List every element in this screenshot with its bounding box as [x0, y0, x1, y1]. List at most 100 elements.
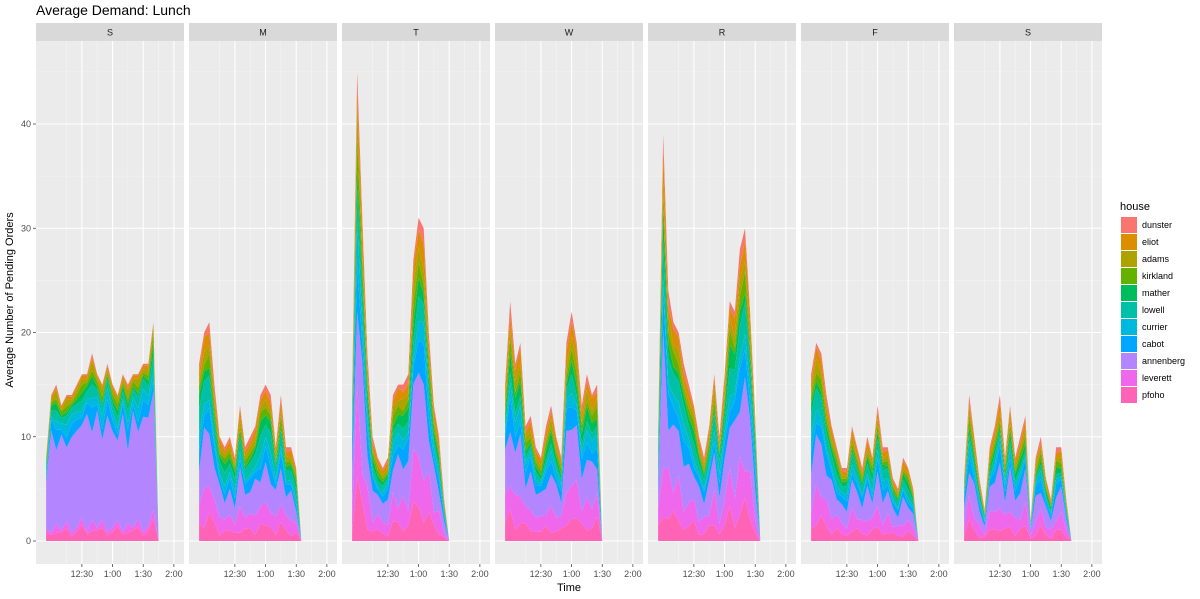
area-pfoho	[658, 498, 781, 541]
facet-strip-label: F	[872, 28, 878, 38]
area-lowell	[964, 430, 1087, 541]
x-tick-label: 2:00	[930, 569, 948, 579]
legend-label-kirkland: kirkland	[1142, 271, 1173, 281]
legend-title: house	[1120, 201, 1150, 213]
area-series-group	[658, 134, 781, 542]
x-tick-label: 1:00	[257, 569, 275, 579]
x-tick-label: 1:30	[134, 569, 152, 579]
legend-label-annenberg: annenberg	[1142, 356, 1185, 366]
facet-strip	[342, 23, 490, 41]
area-currier	[46, 371, 169, 541]
facet-strip-label: S	[107, 28, 113, 38]
area-mather	[505, 352, 628, 541]
area-currier	[964, 437, 1087, 541]
facet-panel-2: T	[342, 23, 490, 564]
legend-label-adams: adams	[1142, 254, 1170, 264]
facet-strip-label: S	[1025, 28, 1031, 38]
x-tick-label: 1:00	[563, 569, 581, 579]
x-tick-label: 2:00	[318, 569, 336, 579]
area-pfoho	[199, 512, 322, 541]
area-cabot	[505, 396, 628, 541]
x-tick-label: 12:30	[224, 569, 247, 579]
x-tick-label: 12:30	[530, 569, 553, 579]
area-eliot	[964, 401, 1087, 541]
area-pfoho	[505, 508, 628, 541]
area-leverett	[505, 480, 628, 541]
x-tick-label: 2:00	[165, 569, 183, 579]
x-tick-label: 1:00	[869, 569, 887, 579]
facet-strip-label: W	[565, 28, 574, 38]
area-annenberg	[658, 329, 781, 541]
area-eliot	[46, 323, 169, 541]
y-tick-label: 40	[21, 119, 31, 129]
area-kirkland	[964, 415, 1087, 541]
legend-swatch-dunster	[1121, 217, 1137, 233]
legend-swatch-adams	[1121, 251, 1137, 267]
area-kirkland	[505, 336, 628, 541]
area-kirkland	[46, 334, 169, 541]
area-series-group	[811, 342, 934, 541]
x-tick-label: 2:00	[471, 569, 489, 579]
x-tick-label: 1:30	[593, 569, 611, 579]
area-pfoho	[352, 477, 475, 541]
area-annenberg	[352, 311, 475, 541]
area-leverett	[352, 383, 475, 541]
x-tick-label: 1:00	[716, 569, 734, 579]
x-tick-label: 1:30	[440, 569, 458, 579]
area-adams	[505, 328, 628, 541]
legend-label-leverett: leverett	[1142, 373, 1172, 383]
x-axis-title: Time	[557, 582, 581, 594]
facet-panel-6: S	[954, 23, 1102, 564]
x-tick-label: 12:30	[836, 569, 859, 579]
area-pfoho	[46, 518, 169, 541]
area-adams	[964, 407, 1087, 541]
facet-strip	[189, 23, 337, 41]
x-tick-label: 2:00	[1083, 569, 1101, 579]
facet-strip	[495, 23, 643, 41]
x-tick-label: 1:00	[104, 569, 122, 579]
area-leverett	[964, 494, 1087, 541]
legend-swatch-currier	[1121, 319, 1137, 335]
facet-panel-3: W	[495, 23, 643, 564]
legend-label-lowell: lowell	[1142, 305, 1165, 315]
area-pfoho	[964, 518, 1087, 541]
area-eliot	[505, 315, 628, 541]
area-annenberg	[46, 391, 169, 541]
legend-swatch-cabot	[1121, 336, 1137, 352]
legend-swatch-kirkland	[1121, 268, 1137, 284]
legend-label-currier: currier	[1142, 322, 1168, 332]
facet-strip	[36, 23, 184, 41]
x-tick-label: 2:00	[624, 569, 642, 579]
legend-label-dunster: dunster	[1142, 220, 1172, 230]
area-lowell	[46, 356, 169, 541]
legend-swatch-leverett	[1121, 370, 1137, 386]
area-leverett	[199, 485, 322, 541]
facet-strip	[648, 23, 796, 41]
facet-panel-1: M	[189, 23, 337, 564]
legend-label-pfoho: pfoho	[1142, 390, 1165, 400]
area-cabot	[658, 292, 781, 541]
legend-label-cabot: cabot	[1142, 339, 1165, 349]
facet-strip	[954, 23, 1102, 41]
x-tick-label: 1:00	[1022, 569, 1040, 579]
facet-strip-label: R	[719, 28, 726, 38]
area-series-group	[199, 322, 322, 541]
legend-swatch-annenberg	[1121, 353, 1137, 369]
area-annenberg	[811, 434, 934, 541]
x-tick-label: 12:30	[683, 569, 706, 579]
area-cabot	[964, 444, 1087, 541]
area-dunster	[46, 322, 169, 541]
area-series-group	[352, 71, 475, 542]
y-tick-label: 30	[21, 223, 31, 233]
area-adams	[46, 326, 169, 541]
area-dunster	[505, 301, 628, 541]
x-tick-label: 1:30	[746, 569, 764, 579]
facet-strip	[801, 23, 949, 41]
legend-swatch-mather	[1121, 285, 1137, 301]
y-tick-label: 10	[21, 432, 31, 442]
legend-swatch-eliot	[1121, 234, 1137, 250]
y-axis-title: Average Number of Pending Orders	[4, 212, 16, 388]
facet-strip-label: M	[259, 28, 267, 38]
y-tick-label: 20	[21, 328, 31, 338]
